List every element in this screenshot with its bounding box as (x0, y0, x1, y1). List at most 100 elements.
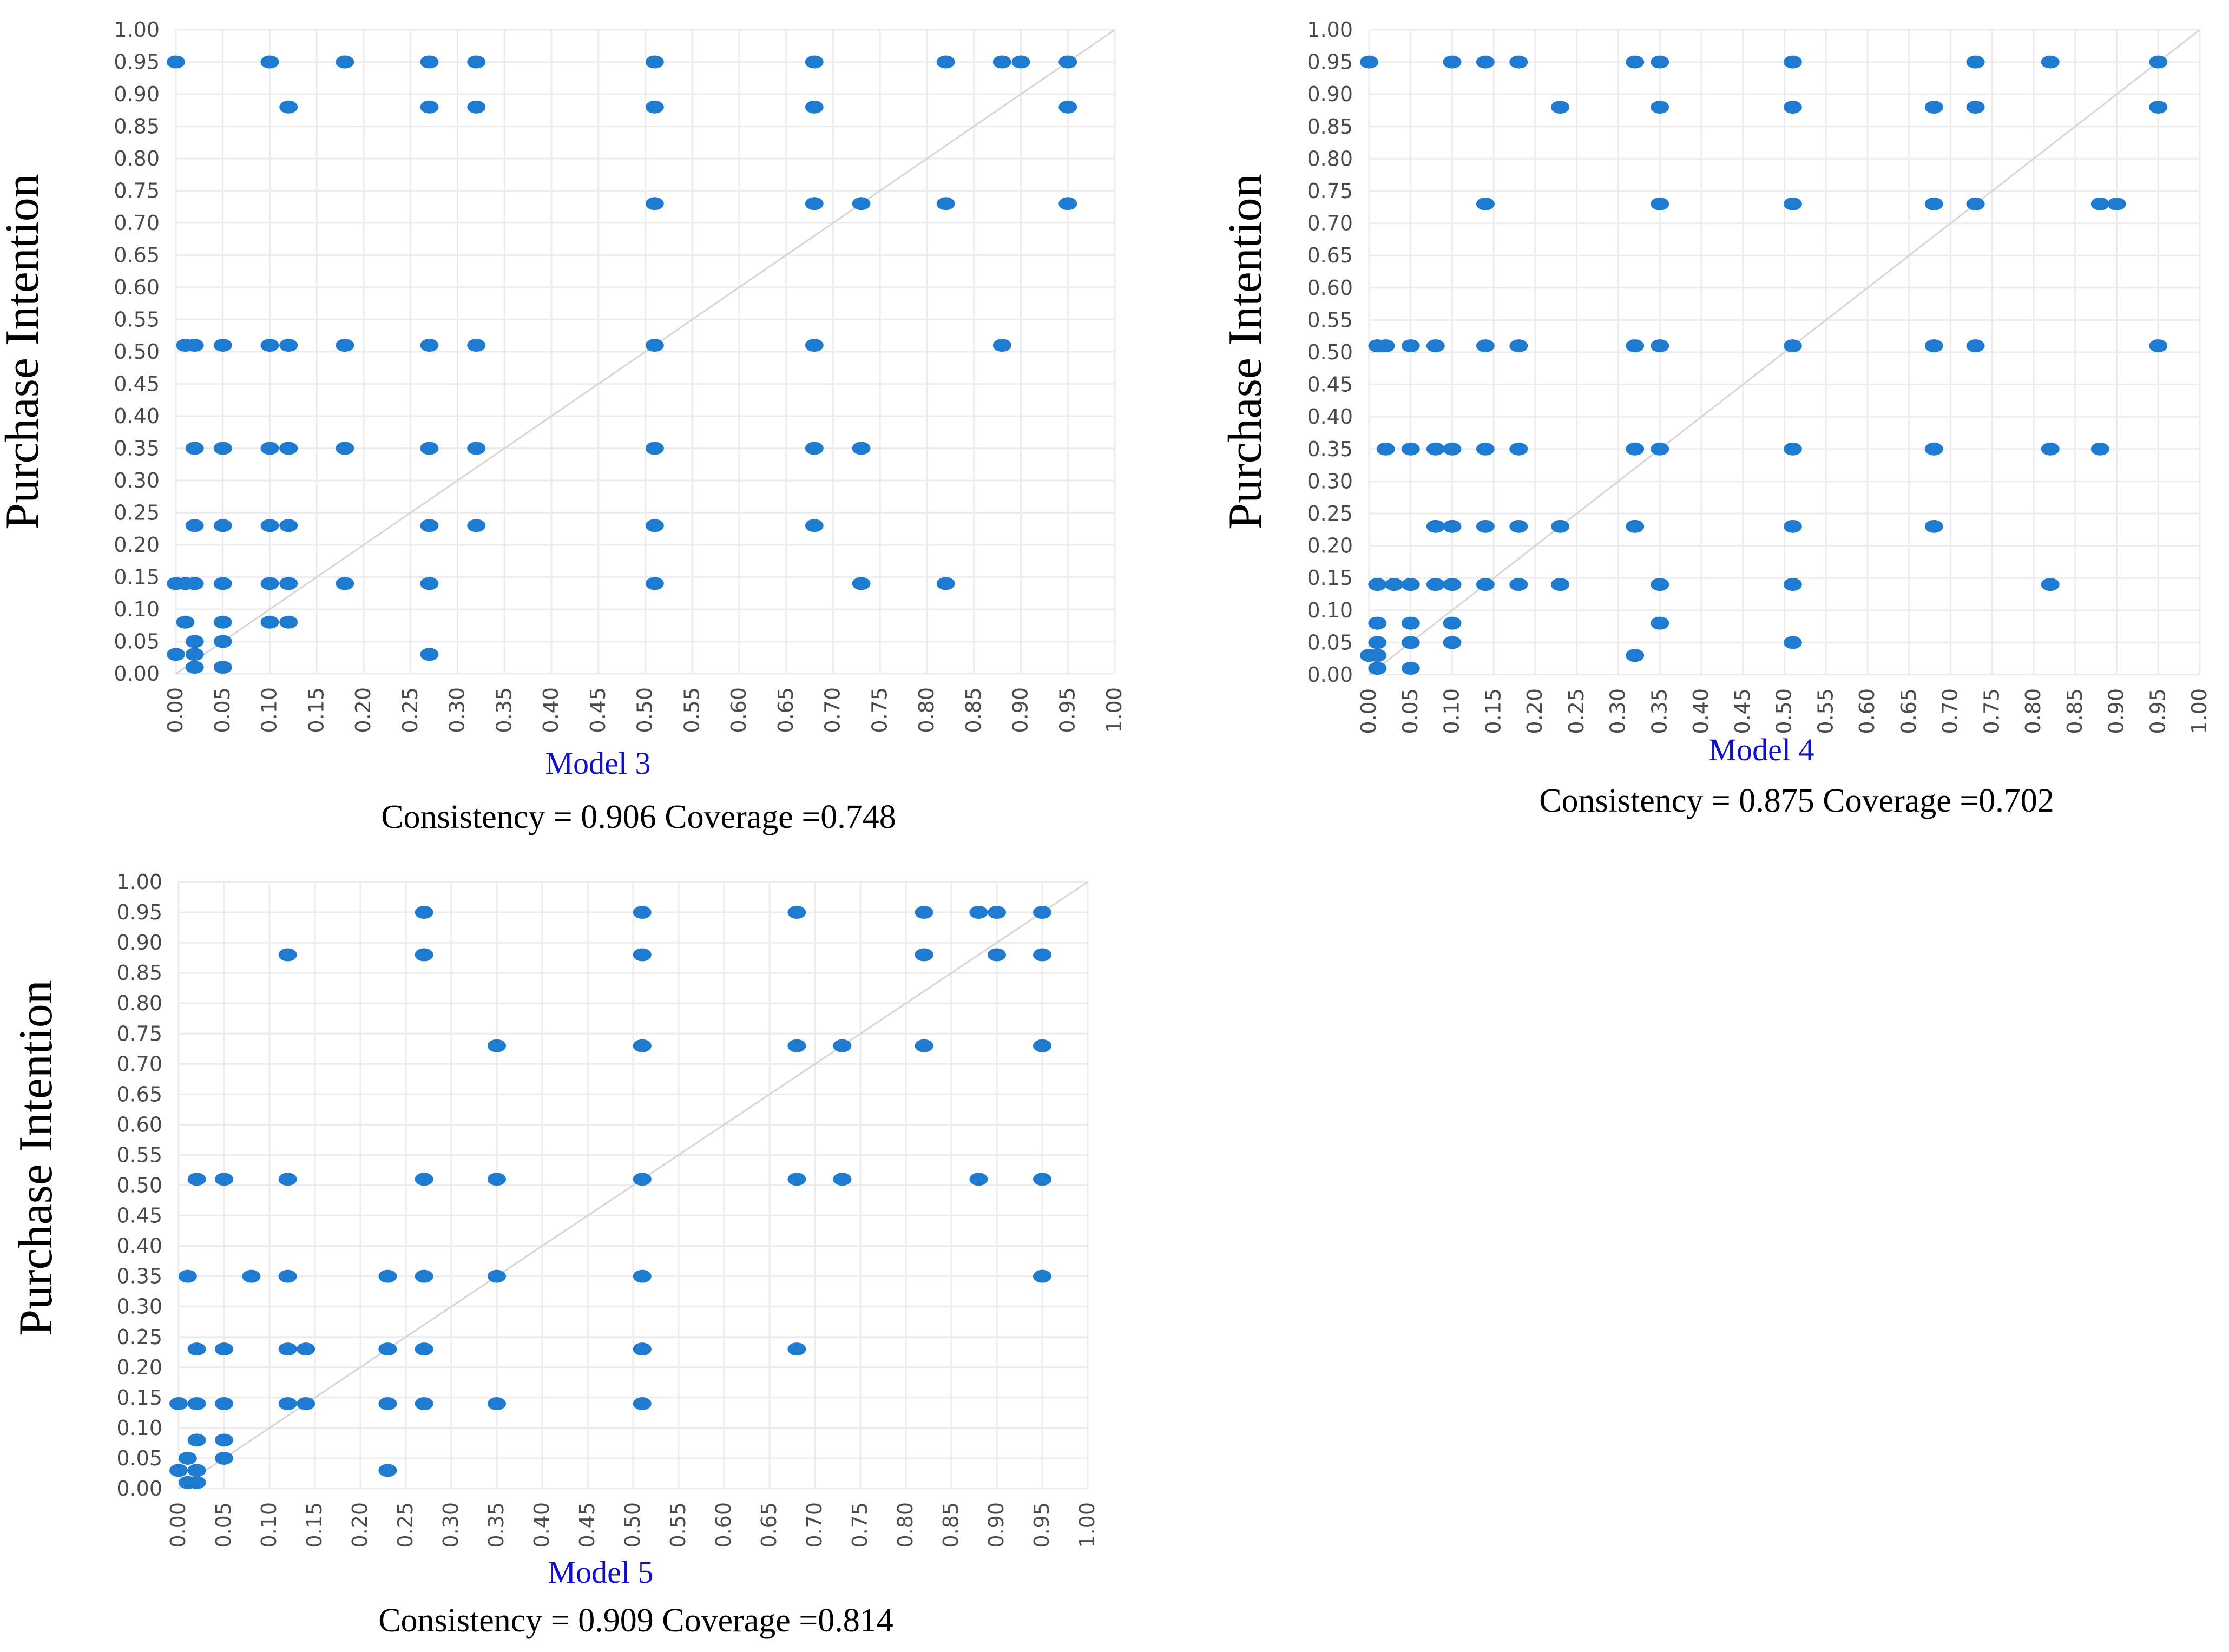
x-tick-label: 0.15 (1481, 688, 1505, 734)
y-tick-label: 0.30 (1307, 469, 1353, 493)
data-point (185, 648, 204, 661)
data-point (378, 1342, 397, 1356)
y-tick-label: 0.55 (1307, 308, 1353, 332)
data-point (187, 1342, 206, 1356)
data-point (633, 1397, 652, 1411)
y-tick-label: 1.00 (116, 870, 162, 894)
model-4-chart: 0.00 0.05 0.10 0.15 0.20 0.25 0.30 0.35 0.40 0.45… (1219, 18, 2211, 819)
data-point (420, 55, 439, 69)
data-point (1924, 101, 1943, 114)
data-point (467, 339, 486, 352)
x-tick-label: 0.75 (867, 687, 891, 733)
y-tick-label: 0.15 (116, 1386, 162, 1410)
data-point (420, 519, 439, 532)
x-tick-label: 0.80 (915, 687, 938, 733)
data-point (213, 661, 232, 674)
data-point (1626, 649, 1645, 662)
data-point (488, 1039, 506, 1052)
x-tick-label: 0.40 (539, 687, 563, 733)
y-tick-label: 0.05 (1307, 630, 1353, 654)
y-tick-label: 0.50 (1307, 340, 1353, 364)
data-point (260, 577, 279, 590)
data-point (279, 100, 298, 114)
x-tick-label: 0.20 (348, 1502, 372, 1548)
data-point (378, 1464, 397, 1477)
x-tick-label: 0.10 (258, 687, 281, 733)
data-point (278, 1269, 297, 1283)
data-point (279, 615, 298, 629)
y-tick-label: 0.10 (116, 1416, 162, 1440)
x-tick-label: 0.75 (1980, 688, 2003, 734)
stats-caption: Consistency = 0.875 Coverage =0.702 (1539, 782, 2054, 819)
data-point (2107, 197, 2126, 210)
data-point (279, 339, 298, 352)
data-point (1651, 616, 1669, 630)
data-point (1011, 55, 1030, 69)
data-point (1924, 339, 1943, 353)
data-point (2041, 55, 2060, 69)
y-tick-label: 0.70 (114, 211, 160, 235)
data-point (645, 55, 664, 69)
data-point (1368, 649, 1387, 662)
data-point (1966, 101, 1985, 114)
data-point (467, 519, 486, 532)
data-point (1033, 906, 1051, 919)
x-tick-label: 0.15 (303, 1502, 326, 1548)
y-tick-label: 0.00 (1307, 663, 1353, 687)
data-point (420, 100, 439, 114)
x-tick-label: 1.00 (1102, 687, 1126, 733)
x-tick-label: 0.40 (1689, 688, 1713, 734)
x-tick-label: 0.35 (1647, 688, 1671, 734)
y-tick-label: 0.50 (114, 340, 160, 364)
y-tick-label: 0.10 (114, 597, 160, 621)
data-point (787, 906, 806, 919)
x-tick-label: 0.70 (1938, 688, 1962, 734)
data-point (178, 1269, 197, 1283)
y-tick-label: 0.45 (116, 1204, 162, 1228)
data-point (415, 948, 433, 962)
data-point (278, 1173, 297, 1186)
x-tick-label: 0.25 (1564, 688, 1588, 734)
x-tick-label: 0.60 (727, 687, 751, 733)
data-point (1401, 636, 1420, 649)
data-point (1360, 55, 1378, 69)
data-point (378, 1269, 397, 1283)
data-point (488, 1269, 506, 1283)
data-point (2090, 197, 2109, 210)
y-tick-label: 0.85 (114, 115, 160, 139)
data-point (1783, 101, 1802, 114)
data-point (415, 1269, 433, 1283)
y-tick-label: 0.60 (116, 1113, 162, 1136)
data-point (1966, 55, 1985, 69)
data-point (1401, 662, 1420, 675)
y-tick-label: 0.80 (114, 147, 160, 170)
data-point (215, 1433, 233, 1447)
model-title: Model 4 (1709, 732, 1814, 767)
data-point (645, 519, 664, 532)
y-tick-label: 0.65 (116, 1082, 162, 1106)
y-tick-label: 0.10 (1307, 598, 1353, 622)
y-tick-label: 0.75 (114, 179, 160, 203)
data-point (992, 55, 1011, 69)
y-tick-label: 0.70 (116, 1052, 162, 1076)
diagonal-line (1369, 29, 2200, 676)
x-tick-label: 0.85 (962, 687, 985, 733)
y-tick-label: 0.65 (1307, 243, 1353, 267)
y-tick-label: 0.55 (114, 308, 160, 332)
x-tick-label: 0.90 (1009, 687, 1033, 733)
x-tick-label: 0.60 (712, 1502, 735, 1548)
data-point (852, 442, 871, 455)
x-tick-label: 0.05 (1398, 688, 1422, 734)
x-tick-label: 0.25 (393, 1502, 417, 1548)
data-point (1033, 1039, 1051, 1052)
data-point (420, 648, 439, 661)
data-point (242, 1269, 261, 1283)
y-tick-label: 0.30 (116, 1295, 162, 1319)
data-point (833, 1039, 852, 1052)
data-point (420, 339, 439, 352)
data-point (1368, 616, 1387, 630)
x-tick-label: 0.80 (2021, 688, 2045, 734)
y-tick-label: 0.15 (1307, 566, 1353, 590)
data-point (1626, 55, 1645, 69)
x-tick-label: 0.45 (575, 1502, 599, 1548)
